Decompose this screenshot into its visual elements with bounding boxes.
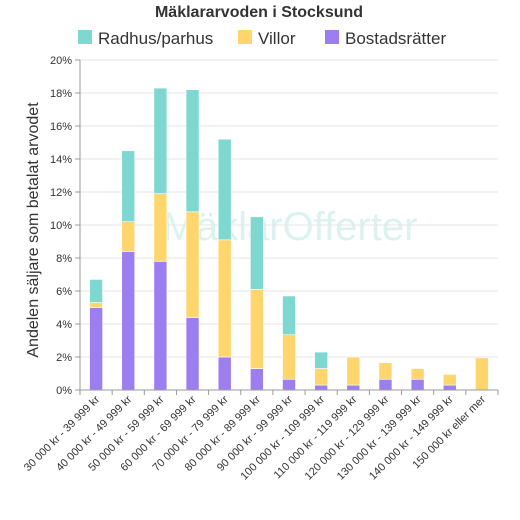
bar-segment [442,374,457,386]
bar-segment [185,211,200,318]
y-tick-label: 0% [56,385,72,397]
watermark: MäklarOfferter [163,205,418,249]
bar-segment [217,138,232,241]
bar-segment [121,150,136,222]
bar-segment [217,239,232,358]
bar-segment [89,279,103,303]
chart-title: Mäklararvoden i Stocksund [155,4,363,21]
bar-segment [378,362,393,380]
watermark-text: MäklarOfferter [163,205,418,249]
y-tick-label: 2% [56,352,72,364]
bar-segment [153,260,168,391]
bar-segment [282,378,296,391]
bar-segment [346,384,361,391]
bar-segment [314,384,328,391]
bar-segment [121,221,136,252]
y-tick-label: 8% [56,253,72,265]
y-tick-label: 14% [50,154,72,166]
bars [89,87,489,391]
legend-label: Bostadsrätter [345,29,446,48]
legend-swatch [238,30,252,44]
y-tick-label: 16% [50,121,72,133]
y-tick-label: 20% [50,55,72,67]
bar-segment [378,378,393,391]
axes [79,60,499,395]
legend-swatch [78,30,92,44]
bar-segment [250,289,264,369]
bar-segment [185,89,200,213]
y-tick-label: 10% [50,220,72,232]
y-tick-label: 18% [50,88,72,100]
legend-label: Radhus/parhus [98,29,213,48]
bar-segment [250,216,264,290]
bar-segment [410,368,425,380]
bar-segment [185,317,200,391]
legend-label: Villor [258,29,296,48]
bar-segment [89,302,103,308]
bar-segment [121,251,136,391]
bar-segment [475,357,489,391]
bar-segment [282,295,296,336]
y-tick-label: 4% [56,319,72,331]
legend-swatch [325,30,339,44]
y-tick-label: 6% [56,286,72,298]
bar-segment [250,368,264,391]
bar-segment [282,334,296,380]
bar-segment [410,378,425,391]
bar-segment [314,351,328,369]
y-tick-label: 12% [50,187,72,199]
bar-segment [217,356,232,391]
legend: Radhus/parhus Villor Bostadsrätter [78,29,446,48]
bar-segment [153,193,168,262]
bar-segment [442,384,457,391]
bar-segment [314,368,328,386]
bar-segment [346,356,361,386]
y-axis-label: Andelen säljare som betalat arvodet [25,102,42,358]
y-tick-labels: 0% 2% 4% 6% 8% 10% 12% 14% 16% 18% 20% [50,55,72,397]
bar-segment [153,87,168,194]
bar-segment [89,307,103,391]
